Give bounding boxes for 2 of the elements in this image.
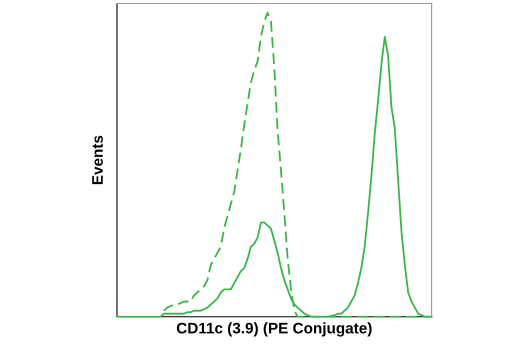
y-axis-title: Events bbox=[92, 136, 103, 184]
x-axis-title: CD11c (3.9) (PE Conjugate) bbox=[176, 322, 372, 337]
